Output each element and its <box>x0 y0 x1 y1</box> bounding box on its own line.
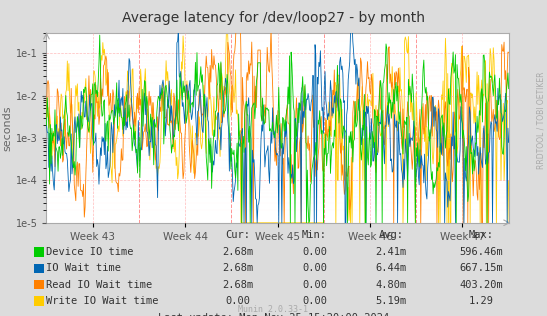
Text: 0.00: 0.00 <box>302 280 327 290</box>
Text: Max:: Max: <box>469 230 494 240</box>
Text: Device IO time: Device IO time <box>46 247 134 257</box>
Text: Min:: Min: <box>302 230 327 240</box>
Text: Write IO Wait time: Write IO Wait time <box>46 296 159 306</box>
Text: Avg:: Avg: <box>379 230 404 240</box>
Text: IO Wait time: IO Wait time <box>46 263 121 273</box>
Text: Average latency for /dev/loop27 - by month: Average latency for /dev/loop27 - by mon… <box>122 11 425 25</box>
Text: 5.19m: 5.19m <box>375 296 407 306</box>
Text: 1.29: 1.29 <box>469 296 494 306</box>
Text: 0.00: 0.00 <box>302 296 327 306</box>
Text: Read IO Wait time: Read IO Wait time <box>46 280 153 290</box>
Text: 4.80m: 4.80m <box>375 280 407 290</box>
Text: RRDTOOL / TOBI OETIKER: RRDTOOL / TOBI OETIKER <box>537 71 546 169</box>
Text: 667.15m: 667.15m <box>459 263 503 273</box>
Text: Cur:: Cur: <box>225 230 251 240</box>
Text: 0.00: 0.00 <box>302 247 327 257</box>
Y-axis label: seconds: seconds <box>3 105 13 151</box>
Text: 0.00: 0.00 <box>225 296 251 306</box>
Text: 2.68m: 2.68m <box>222 247 254 257</box>
Text: 2.68m: 2.68m <box>222 280 254 290</box>
Text: 0.00: 0.00 <box>302 263 327 273</box>
Text: 596.46m: 596.46m <box>459 247 503 257</box>
Text: 2.41m: 2.41m <box>375 247 407 257</box>
Text: 6.44m: 6.44m <box>375 263 407 273</box>
Text: Munin 2.0.33-1: Munin 2.0.33-1 <box>238 306 309 314</box>
Text: 403.20m: 403.20m <box>459 280 503 290</box>
Text: 2.68m: 2.68m <box>222 263 254 273</box>
Text: Last update: Mon Nov 25 15:20:00 2024: Last update: Mon Nov 25 15:20:00 2024 <box>158 313 389 316</box>
